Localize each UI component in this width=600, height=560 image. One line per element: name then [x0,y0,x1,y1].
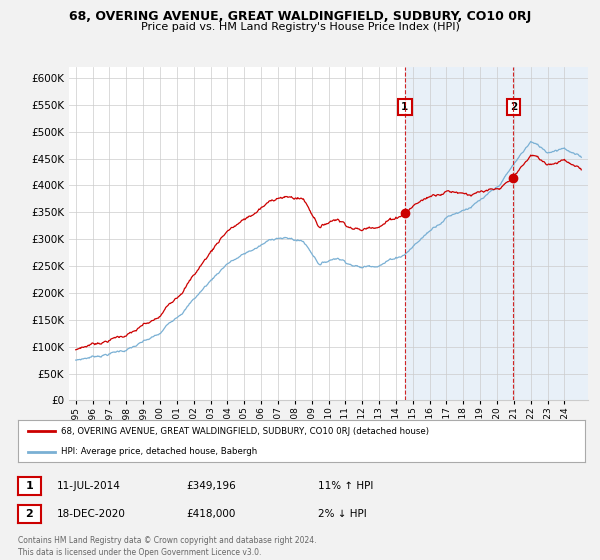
Text: Contains HM Land Registry data © Crown copyright and database right 2024.
This d: Contains HM Land Registry data © Crown c… [18,536,317,557]
Text: 1: 1 [26,481,33,491]
Text: 2% ↓ HPI: 2% ↓ HPI [318,509,367,519]
Text: 11-JUL-2014: 11-JUL-2014 [57,481,121,491]
Text: 2: 2 [510,102,517,112]
Text: 2: 2 [26,509,33,519]
Text: 1: 1 [401,102,409,112]
Text: 18-DEC-2020: 18-DEC-2020 [57,509,126,519]
Text: £418,000: £418,000 [186,509,235,519]
Text: HPI: Average price, detached house, Babergh: HPI: Average price, detached house, Babe… [61,447,257,456]
Text: 68, OVERING AVENUE, GREAT WALDINGFIELD, SUDBURY, CO10 0RJ: 68, OVERING AVENUE, GREAT WALDINGFIELD, … [69,10,531,23]
Text: 68, OVERING AVENUE, GREAT WALDINGFIELD, SUDBURY, CO10 0RJ (detached house): 68, OVERING AVENUE, GREAT WALDINGFIELD, … [61,427,428,436]
Text: £349,196: £349,196 [186,481,236,491]
Text: Price paid vs. HM Land Registry's House Price Index (HPI): Price paid vs. HM Land Registry's House … [140,22,460,32]
Bar [405,67,590,400]
Text: 11% ↑ HPI: 11% ↑ HPI [318,481,373,491]
